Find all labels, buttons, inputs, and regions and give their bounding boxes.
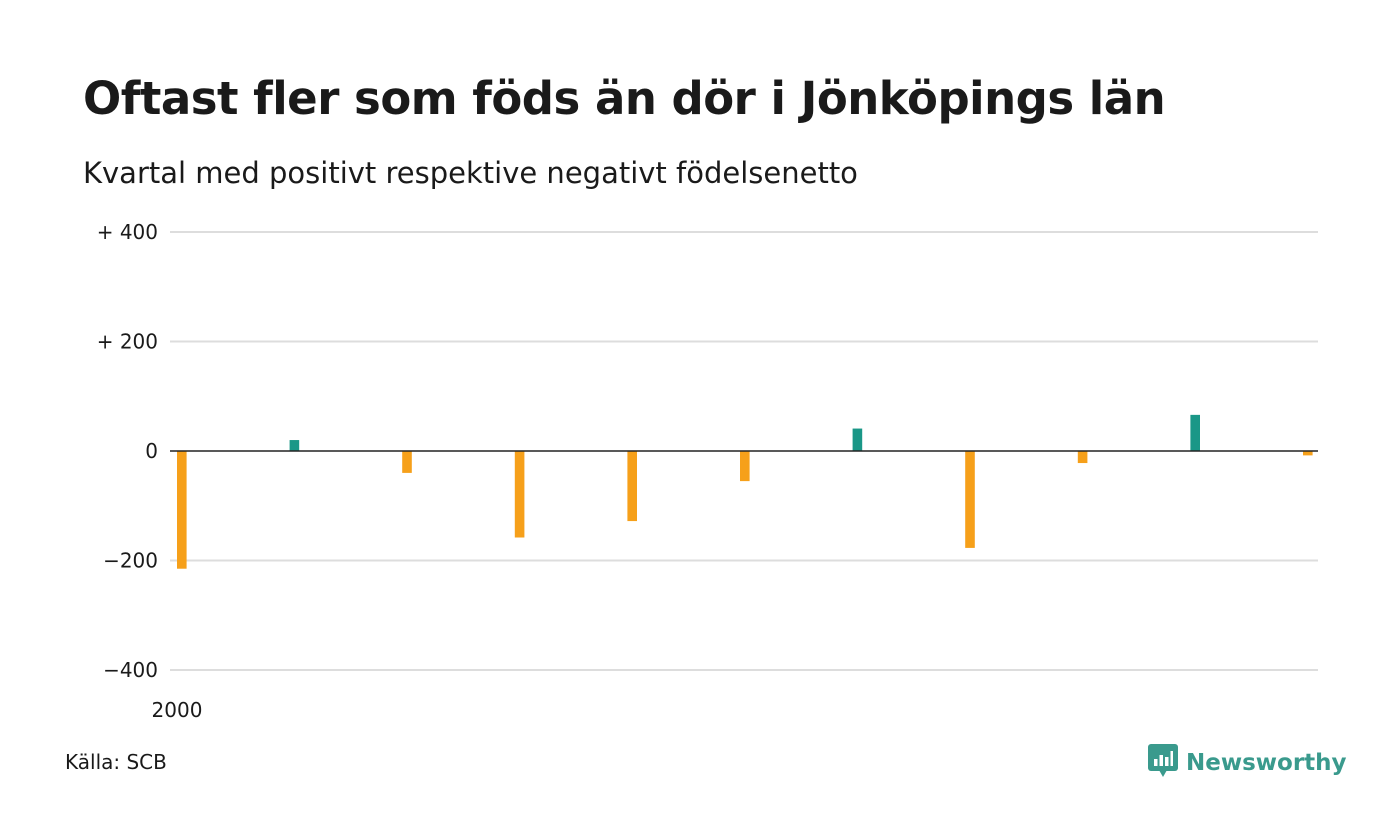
bar <box>289 440 300 451</box>
y-tick-label: + 400 <box>97 220 158 244</box>
grid-lines <box>170 231 1318 671</box>
bar <box>627 451 637 522</box>
y-tick-label: −400 <box>103 658 158 682</box>
bar <box>402 451 412 473</box>
bars <box>177 414 1313 569</box>
x-axis-labels: 200020102020 <box>152 698 203 722</box>
bar <box>1190 414 1200 451</box>
bar <box>1303 451 1313 456</box>
chart-title: Oftast fler som föds än dör i Jönköpings… <box>83 72 1166 125</box>
bar <box>852 428 863 451</box>
x-tick-label: 2000 <box>152 698 203 722</box>
brand-logo[interactable]: Newsworthy <box>1148 744 1347 782</box>
bar <box>1077 451 1088 464</box>
bar <box>740 451 750 482</box>
bar <box>514 451 525 538</box>
bar <box>965 451 975 548</box>
brand-name: Newsworthy <box>1186 750 1347 776</box>
bar <box>177 451 187 569</box>
source-note: Källa: SCB <box>65 750 167 774</box>
chart-subtitle: Kvartal med positivt respektive negativt… <box>83 156 858 190</box>
y-tick-label: −200 <box>103 549 158 573</box>
y-tick-label: 0 <box>145 439 158 463</box>
y-tick-label: + 200 <box>97 330 158 354</box>
y-axis-labels: + 400 + 200 0 −200 −400 <box>97 220 158 682</box>
newsworthy-logo-icon <box>1148 744 1178 782</box>
